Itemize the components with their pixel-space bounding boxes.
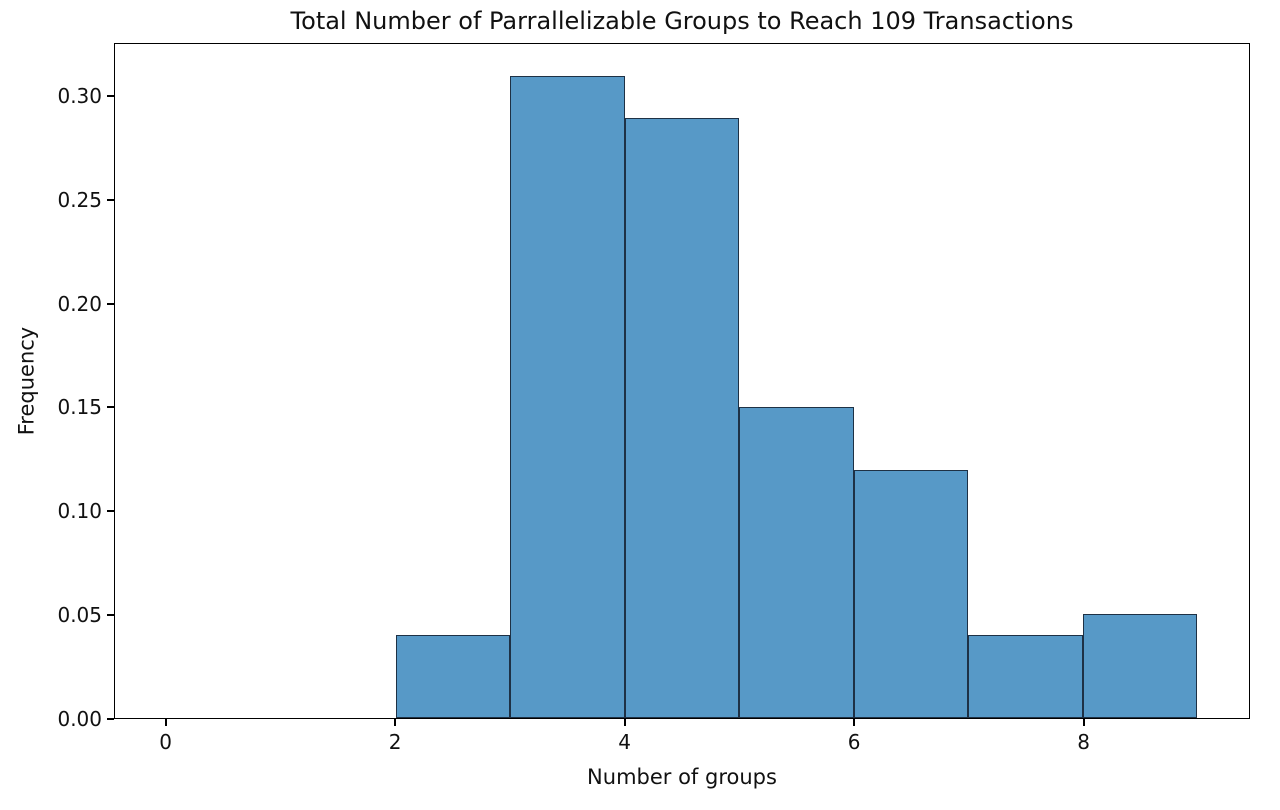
x-tick-label-2: 2 (388, 730, 402, 754)
y-tick-mark-0.20 (107, 302, 114, 305)
y-tick-label-0.00: 0.00 (57, 707, 102, 731)
y-tick-mark-0.25 (107, 198, 114, 201)
y-axis-label: Frequency (14, 326, 39, 436)
y-tick-mark-0.05 (107, 614, 114, 617)
x-tick-mark-0 (164, 719, 167, 726)
x-tick-label-6: 6 (847, 730, 861, 754)
y-tick-mark-0.00 (107, 718, 114, 720)
y-tick-mark-0.30 (107, 94, 114, 97)
y-tick-mark-0.10 (107, 510, 114, 513)
x-tick-mark-6 (853, 719, 856, 726)
y-tick-label-0.25: 0.25 (57, 187, 102, 212)
histogram-bar-7-8 (968, 635, 1083, 718)
x-tick-label-4: 4 (618, 730, 631, 754)
x-tick-label-0: 0 (159, 730, 172, 754)
histogram-bar-5-6 (739, 407, 854, 718)
x-tick-mark-4 (623, 719, 626, 726)
histogram-bar-3-4 (510, 76, 625, 718)
y-tick-label-0.10: 0.10 (57, 499, 102, 524)
y-tick-label-0.20: 0.20 (57, 291, 102, 316)
plot-area (114, 43, 1250, 719)
histogram-bar-8-9 (1082, 614, 1198, 718)
y-tick-mark-0.15 (107, 406, 114, 409)
y-tick-label-0.15: 0.15 (57, 395, 102, 420)
histogram-bar-4-5 (624, 117, 740, 718)
x-axis-label: Number of groups (587, 765, 777, 789)
y-tick-label-0.05: 0.05 (57, 603, 102, 628)
chart-title: Total Number of Parrallelizable Groups t… (290, 7, 1074, 35)
histogram-bar-6-7 (853, 469, 969, 718)
histogram-bar-2-3 (395, 635, 511, 718)
x-tick-label-8: 8 (1077, 730, 1090, 754)
y-tick-label-0.30: 0.30 (57, 83, 102, 108)
x-tick-mark-8 (1082, 719, 1085, 726)
x-tick-mark-2 (394, 719, 397, 726)
